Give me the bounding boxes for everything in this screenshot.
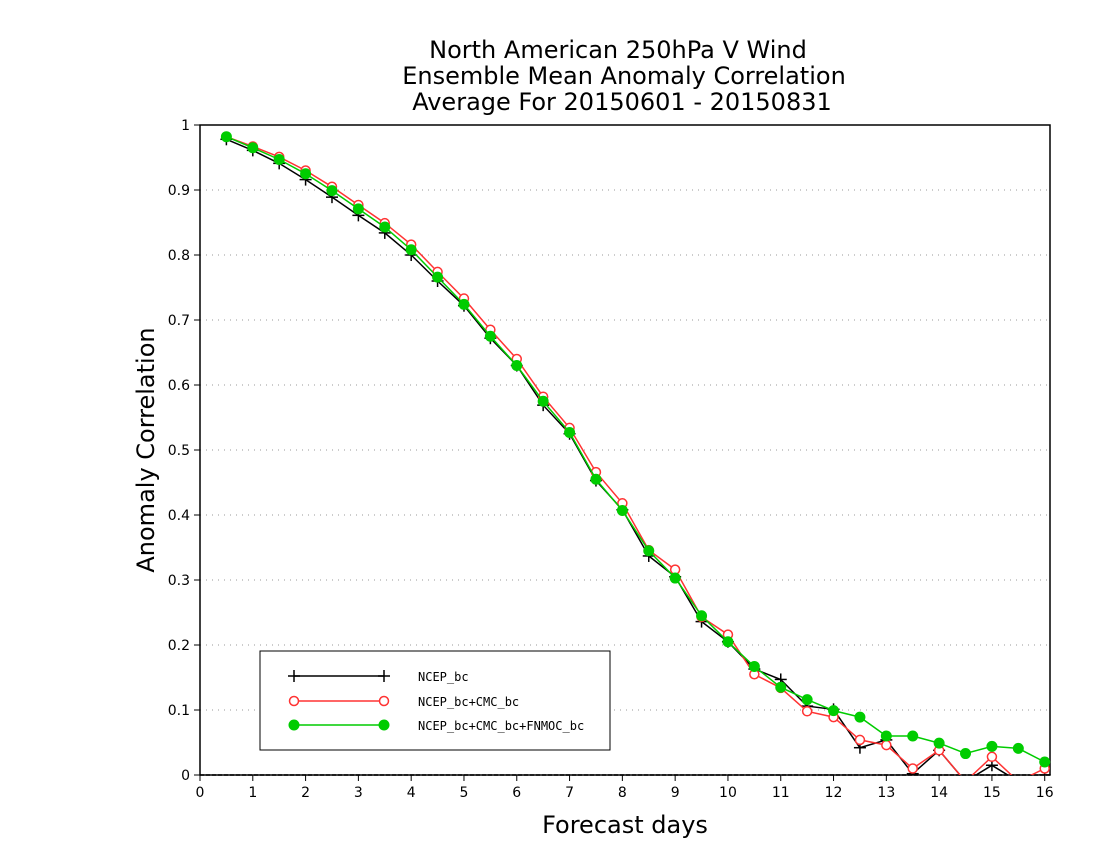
y-tick-label: 0.6: [168, 378, 190, 394]
chart-title-line-3: Average For 20150601 - 20150831: [412, 88, 832, 116]
y-tick-label: 0.3: [168, 573, 190, 589]
data-point: [696, 610, 708, 622]
axis-ticks: 00.10.20.30.40.50.60.70.80.910 1 2 3 4 5 6 7 8 9 1…: [168, 118, 1054, 801]
x-tick-label: 13: [877, 785, 895, 801]
legend-marker: [378, 719, 390, 731]
data-point: [801, 706, 813, 717]
legend: NCEP_bc NCEP_bc+CMC_bc NCEP_bc+CMC_bc+FNMO…: [259, 650, 611, 751]
data-point: [247, 142, 259, 154]
data-point: [1039, 756, 1051, 768]
series-layer: [220, 131, 1051, 775]
data-point: [537, 395, 549, 407]
y-tick-label: 0.8: [168, 248, 190, 264]
grid-lines: [200, 189, 1050, 711]
data-point: [458, 298, 470, 310]
data-point: [854, 734, 866, 746]
x-tick-label: 2: [301, 785, 310, 801]
x-tick-label: 4: [407, 785, 416, 801]
data-point: [748, 660, 760, 672]
data-point: [590, 473, 602, 485]
x-tick-label: 14: [930, 785, 948, 801]
data-point: [986, 740, 998, 752]
legend-marker: [378, 670, 390, 682]
series-3: [220, 131, 1051, 768]
y-tick-label: 0.4: [168, 508, 190, 524]
chart-title-line-2: Ensemble Mean Anomaly Correlation: [402, 62, 846, 90]
data-point: [352, 203, 364, 215]
legend-entry: NCEP_bc: [288, 670, 469, 684]
chart-title-line-1: North American 250hPa V Wind: [429, 36, 807, 64]
data-point: [881, 739, 892, 751]
data-point: [379, 221, 391, 233]
y-axis-label: Anomaly Correlation: [132, 327, 160, 572]
x-tick-label: 5: [460, 785, 469, 801]
x-tick-label: 0: [196, 785, 205, 801]
data-point: [326, 185, 338, 197]
data-point: [801, 694, 813, 706]
legend-marker: [288, 695, 300, 707]
data-point: [828, 705, 840, 717]
data-point: [960, 748, 972, 760]
x-tick-label: 3: [354, 785, 363, 801]
legend-label: NCEP_bc+CMC_bc: [418, 695, 519, 709]
data-point: [907, 730, 919, 742]
x-tick-label: 7: [565, 785, 574, 801]
y-tick-label: 0.2: [168, 638, 190, 654]
data-point: [616, 504, 628, 516]
x-tick-label: 9: [671, 785, 680, 801]
y-tick-label: 0.7: [168, 313, 190, 329]
y-tick-label: 0: [181, 768, 190, 784]
x-tick-label: 6: [512, 785, 521, 801]
data-point: [220, 131, 232, 143]
data-point: [1012, 742, 1024, 754]
legend-label: NCEP_bc+CMC_bc+FNMOC_bc: [418, 719, 584, 733]
data-point: [775, 681, 787, 693]
x-tick-label: 12: [825, 785, 843, 801]
data-point: [907, 763, 918, 774]
x-tick-label: 8: [618, 785, 627, 801]
legend-entry: NCEP_bc+CMC_bc: [288, 695, 519, 709]
data-point: [484, 330, 496, 342]
data-point: [511, 360, 523, 371]
legend-marker: [378, 695, 390, 707]
x-tick-label: 11: [772, 785, 790, 801]
legend-marker: [288, 670, 300, 682]
x-tick-label: 1: [248, 785, 257, 801]
y-tick-label: 1: [181, 118, 190, 134]
y-tick-label: 0.5: [168, 443, 190, 459]
data-point: [432, 271, 444, 283]
data-point: [273, 153, 285, 165]
x-tick-label: 10: [719, 785, 737, 801]
data-point: [564, 426, 576, 438]
data-point: [986, 751, 998, 763]
plot-frame: [199, 124, 1051, 776]
data-point: [405, 244, 417, 256]
data-point: [300, 168, 312, 180]
data-point: [854, 711, 866, 723]
data-point: [643, 545, 655, 557]
chart-title: North American 250hPa V Wind Ensemble Me…: [402, 36, 846, 116]
legend-entry: NCEP_bc+CMC_bc+FNMOC_bc: [288, 719, 584, 733]
data-point: [880, 730, 892, 742]
data-point: [669, 572, 681, 584]
x-tick-label: 15: [983, 785, 1001, 801]
data-point: [722, 636, 734, 648]
x-tick-label: 16: [1036, 785, 1054, 801]
data-point: [933, 737, 945, 749]
legend-marker: [288, 719, 300, 731]
y-tick-label: 0.1: [168, 703, 190, 719]
legend-label: NCEP_bc: [418, 670, 469, 684]
y-tick-label: 0.9: [168, 183, 190, 199]
x-axis-label: Forecast days: [542, 811, 708, 839]
